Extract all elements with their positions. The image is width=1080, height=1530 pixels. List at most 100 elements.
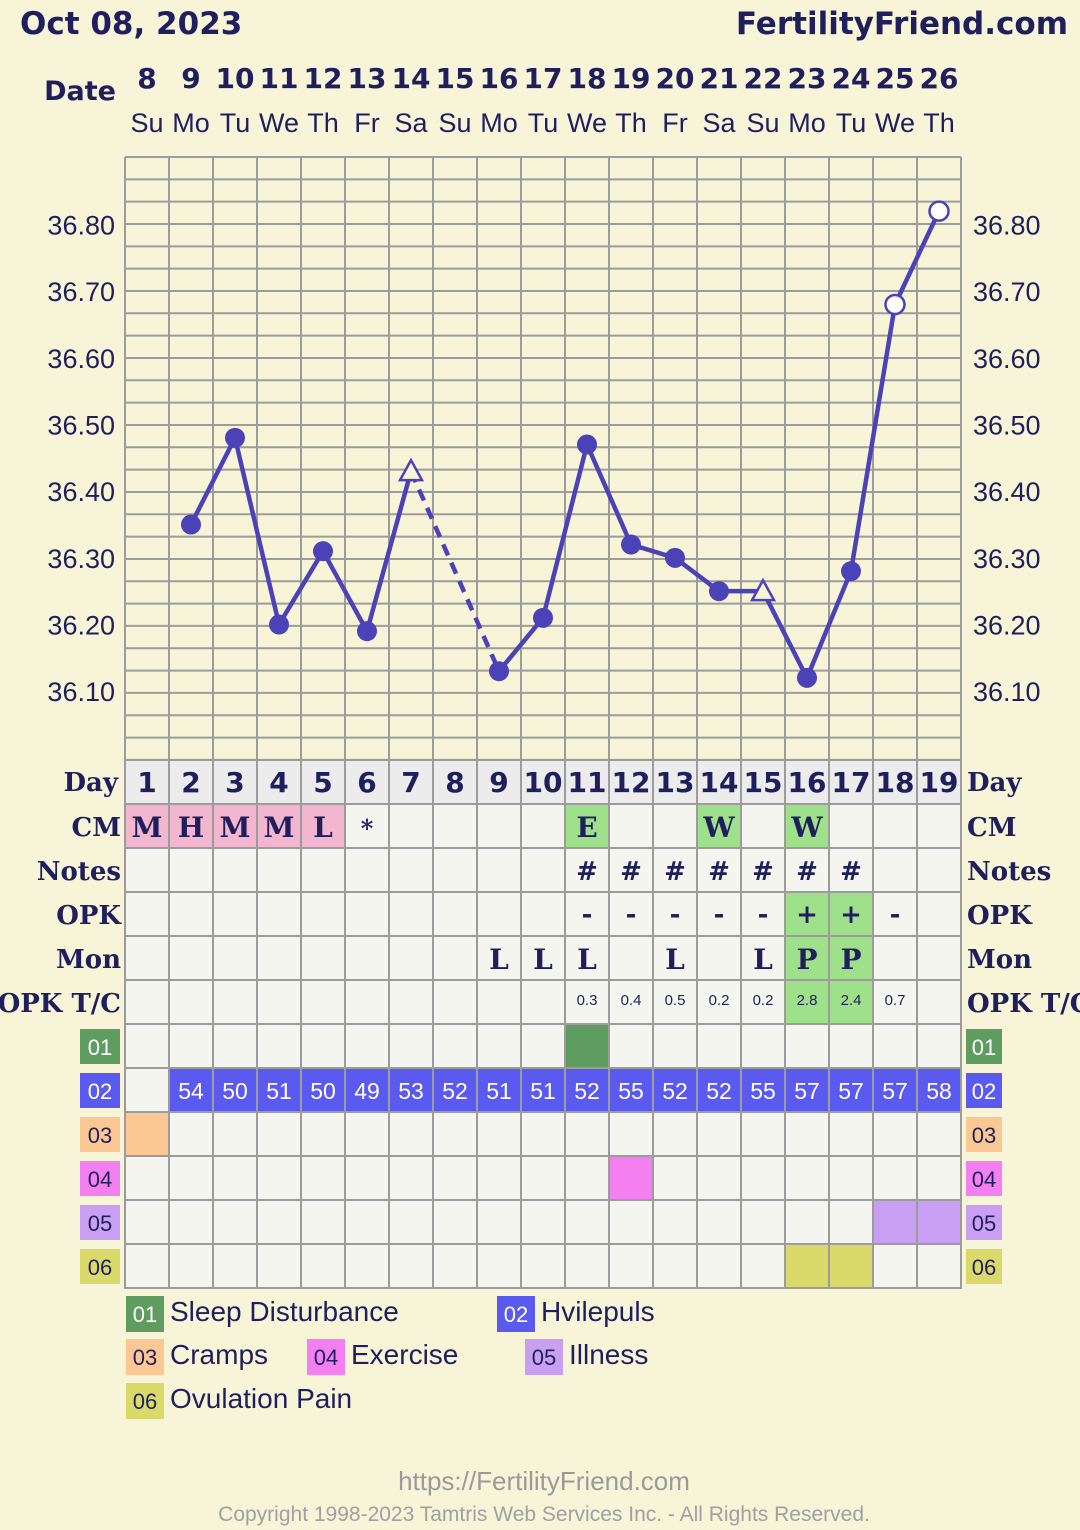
table-cell: [916, 803, 962, 849]
table-cell: [916, 979, 962, 1025]
temperature-segment: [848, 304, 898, 572]
mon-row-label-right: Mon: [967, 945, 1032, 975]
table-cell: [212, 1111, 258, 1157]
table-cell: [212, 1243, 258, 1289]
legend-code-01: 01: [133, 1302, 157, 1327]
mon-peak-fill: [830, 937, 872, 979]
weekday-label: We: [875, 108, 915, 138]
cm-value: *: [361, 814, 374, 843]
opk-tc-value: 0.4: [621, 992, 642, 1009]
temperature-point: [709, 581, 729, 602]
cycle-day-number: 5: [313, 766, 332, 799]
weekday-label: Th: [923, 108, 955, 138]
custom-row-code-right: [966, 1249, 1002, 1284]
weekday-label: Th: [615, 108, 647, 138]
mon-value: P: [840, 943, 861, 976]
row02-cell-fill: [698, 1069, 740, 1111]
temperature-point: [621, 534, 641, 555]
date-label: 12: [304, 62, 343, 95]
custom-row-code-left: [80, 1205, 120, 1240]
date-label: 23: [788, 62, 827, 95]
y-tick-label-right: 36.60: [973, 344, 1041, 374]
y-tick-label: 36.10: [47, 677, 115, 707]
legend-code-02: 02: [504, 1302, 528, 1327]
y-axis-right: 36.80 36.70 36.60 36.50 36.40 36.30 36.20 36.10: [973, 211, 1041, 708]
temperature-point-triangle: [397, 457, 425, 482]
table-cell: [564, 759, 610, 805]
legend-swatch-03: [126, 1339, 164, 1375]
cm-cell-fill: [566, 805, 608, 847]
table-cell: [256, 979, 302, 1025]
table-cell: [212, 979, 258, 1025]
footer-url[interactable]: https://FertilityFriend.com: [398, 1466, 690, 1496]
row02-value: 51: [266, 1078, 292, 1104]
footer-copyright: Copyright 1998-2023 Tamtris Web Services…: [218, 1503, 870, 1526]
table-cell: [476, 891, 522, 937]
weekday-label: Fr: [354, 108, 379, 138]
table-cell: [432, 935, 478, 981]
table-cell: [652, 1111, 698, 1157]
weekday-label: Tu: [528, 108, 559, 138]
custom-row-cell-fill: [786, 1245, 828, 1287]
table-cell: [696, 1155, 742, 1201]
table-cell: [124, 935, 170, 981]
temperature-point: [797, 667, 817, 688]
data-table: 1 2 3 4 5 6 7 8 9 10 11 12 13 14 15 16 17 18 19M H M M L * E W W# #…: [124, 759, 962, 1289]
notes-value: #: [752, 857, 774, 887]
table-cell: [652, 1243, 698, 1289]
table-cell: [432, 891, 478, 937]
table-cell: [696, 1111, 742, 1157]
legend-code-05: 05: [532, 1345, 556, 1370]
legend-code-03: 03: [133, 1345, 157, 1370]
table-cell: [344, 935, 390, 981]
row02-cell-fill: [610, 1069, 652, 1111]
table-cell: [168, 979, 214, 1025]
table-cell: [212, 847, 258, 893]
opk-tc-row-label: OPK T/C: [0, 989, 121, 1019]
custom-row-code-label-right: 05: [972, 1211, 996, 1236]
table-cell: [124, 1023, 170, 1069]
table-cell: [520, 935, 566, 981]
weekday-label: We: [259, 108, 299, 138]
weekday-label: Tu: [220, 108, 251, 138]
temperature-segment: [760, 590, 810, 679]
table-cell: [256, 1155, 302, 1201]
temperature-point: [269, 614, 289, 635]
cm-cell-fill: [786, 805, 828, 847]
temperature-plot-area: [125, 157, 962, 760]
cm-row-label: CM: [72, 813, 121, 843]
table-cell: [784, 1199, 830, 1245]
table-cell: [916, 759, 962, 805]
opk-tc-value: 0.7: [885, 992, 906, 1009]
table-cell: [256, 935, 302, 981]
table-cell: [124, 759, 170, 805]
table-cell: [828, 1111, 874, 1157]
cm-cell-fill: [258, 805, 300, 847]
table-cell: [388, 1155, 434, 1201]
table-cell: [872, 1155, 918, 1201]
temperature-segment: [364, 470, 414, 632]
table-cell: [608, 1023, 654, 1069]
table-cell: [916, 891, 962, 937]
cycle-day-number: 12: [612, 766, 651, 799]
table-cell: [300, 1023, 346, 1069]
table-cell: [740, 935, 786, 981]
row02-cell-fill: [830, 1069, 872, 1111]
row02-cell-fill: [918, 1069, 960, 1111]
table-cell: [432, 979, 478, 1025]
legend-label-06: Ovulation Pain: [170, 1383, 352, 1414]
table-cell: [168, 759, 214, 805]
opk-value: -: [670, 900, 681, 930]
row02-value: 57: [794, 1078, 820, 1104]
table-cell: [608, 1199, 654, 1245]
table-cell: [652, 759, 698, 805]
table-cell: [388, 935, 434, 981]
temperature-segment: [321, 550, 369, 633]
table-cell: [872, 935, 918, 981]
weekday-label: Su: [746, 108, 779, 138]
cycle-day-number: 14: [700, 766, 739, 799]
table-cell: [212, 1199, 258, 1245]
custom-row-code-left: [80, 1249, 120, 1284]
table-cell: [344, 1023, 390, 1069]
table-cell: [740, 1199, 786, 1245]
